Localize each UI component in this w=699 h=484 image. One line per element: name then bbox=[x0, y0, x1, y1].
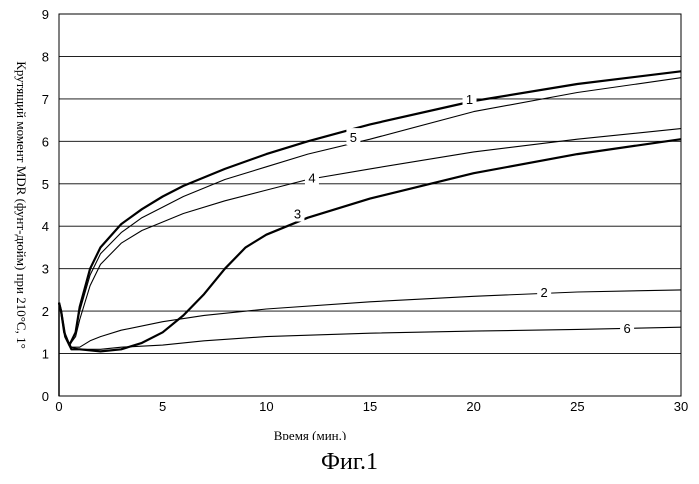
x-tick-label: 30 bbox=[674, 399, 688, 414]
y-tick-label: 9 bbox=[42, 7, 49, 22]
y-axis-title: Крутящий момент MDR (фунт-дюйм) при 210°… bbox=[14, 61, 29, 349]
x-axis-title: Время (мин.) bbox=[274, 428, 346, 440]
series-line-6 bbox=[59, 303, 681, 350]
y-tick-label: 4 bbox=[42, 219, 49, 234]
y-tick-label: 8 bbox=[42, 49, 49, 64]
curve-label-3: 3 bbox=[294, 206, 301, 221]
series-line-3 bbox=[59, 139, 681, 351]
y-tick-label: 2 bbox=[42, 304, 49, 319]
x-tick-label: 25 bbox=[570, 399, 584, 414]
y-tick-label: 1 bbox=[42, 347, 49, 362]
y-tick-label: 6 bbox=[42, 134, 49, 149]
curve-label-6: 6 bbox=[623, 321, 630, 336]
series-line-4 bbox=[59, 129, 681, 346]
x-tick-label: 5 bbox=[159, 399, 166, 414]
figure-caption: Фиг.1 bbox=[0, 449, 699, 476]
curve-label-5: 5 bbox=[350, 130, 357, 145]
y-tick-label: 3 bbox=[42, 262, 49, 277]
curve-labels: 1 5 4 3 2 6 bbox=[290, 90, 634, 336]
y-tick-label: 5 bbox=[42, 177, 49, 192]
curve-label-1: 1 bbox=[466, 92, 473, 107]
x-tick-label: 10 bbox=[259, 399, 273, 414]
curve-label-2: 2 bbox=[541, 285, 548, 300]
curve-label-4: 4 bbox=[308, 170, 315, 185]
x-tick-label: 15 bbox=[363, 399, 377, 414]
series-line-5 bbox=[59, 78, 681, 345]
torque-chart: 0123456789051015202530 154326 Время (мин… bbox=[0, 0, 699, 440]
x-tick-label: 0 bbox=[55, 399, 62, 414]
y-tick-label: 7 bbox=[42, 92, 49, 107]
y-tick-label: 0 bbox=[42, 389, 49, 404]
series-lines bbox=[59, 71, 681, 396]
series-line-1 bbox=[59, 71, 681, 345]
x-tick-label: 20 bbox=[466, 399, 480, 414]
grid-lines bbox=[59, 56, 681, 353]
